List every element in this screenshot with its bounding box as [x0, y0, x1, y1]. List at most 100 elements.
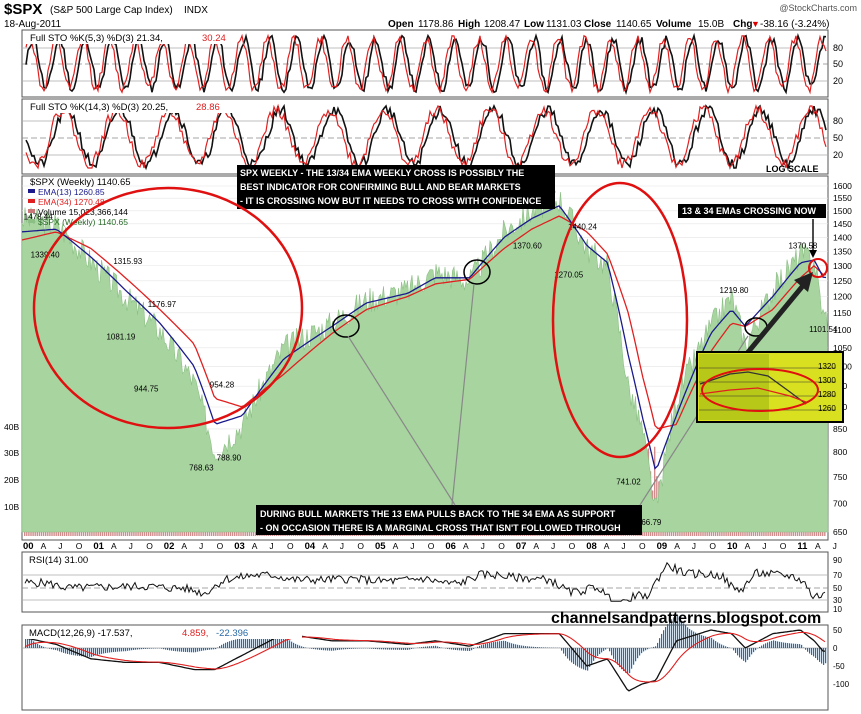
x-tick-33: A — [604, 541, 610, 551]
x-tick-0: 00 — [23, 541, 34, 552]
rsi-line — [24, 561, 826, 602]
price-label-1478.44: 1478.44 — [24, 212, 53, 221]
x-tick-42: J — [762, 541, 766, 551]
x-tick-21: A — [393, 541, 399, 551]
circle-2008-bear — [551, 181, 689, 459]
open-label: Open — [388, 19, 414, 30]
volume-tick-30B: 30B — [4, 448, 19, 458]
bottom-note-box — [256, 505, 642, 535]
sto2-panel: Full STO %K(14,3) %D(3) 20.25, 28.86 80 … — [21, 98, 843, 175]
macd-tick-50: 50 — [833, 626, 842, 635]
legend-spx-swatch — [28, 219, 35, 223]
inset-ema34 — [699, 387, 807, 403]
price-label-788.90: 788.90 — [217, 454, 242, 463]
bottom-note-line-1: DURING BULL MARKETS THE 13 EMA PULLS BAC… — [260, 509, 616, 519]
x-tick-38: J — [692, 541, 696, 551]
rsi-label: RSI(14) 31.00 — [29, 555, 88, 566]
x-tick-43: O — [780, 541, 787, 551]
sto2-d-line — [25, 103, 827, 170]
x-tick-23: O — [428, 541, 435, 551]
price-tick-1550: 1550 — [833, 193, 852, 203]
high-value: 1208.47 — [484, 19, 521, 30]
price-tick-1350: 1350 — [833, 246, 852, 256]
x-tick-36: 09 — [657, 541, 668, 552]
sto1-tick-20: 20 — [833, 76, 843, 86]
price-label-1176.97: 1176.97 — [148, 300, 177, 309]
x-tick-37: A — [674, 541, 680, 551]
chg-value: -38.16 (-3.24%) — [760, 19, 829, 30]
crossing-note-box — [678, 204, 826, 218]
x-tick-10: J — [199, 541, 203, 551]
price-label-1370.60: 1370.60 — [513, 241, 542, 250]
chg-arrow-icon: ▼ — [751, 19, 760, 29]
macd-label: MACD(12,26,9) -17.537, — [29, 628, 133, 639]
top-note-line-3: - IT IS CROSSING NOW BUT IT NEEDS TO CRO… — [240, 196, 541, 206]
close-value: 1140.65 — [616, 19, 652, 30]
x-axis: 00 A J O 01 A J O 02 A J O 03 A J O 04 A J O 05 A J O 06 A J O 07 A J O… — [23, 541, 837, 552]
legend-ema13-swatch — [28, 189, 35, 193]
x-tick-16: 04 — [305, 541, 316, 552]
inset-zoom: 1320 1300 1280 1260 — [696, 351, 844, 423]
price-tick-1250: 1250 — [833, 276, 852, 286]
legend-title: $SPX (Weekly) 1140.65 — [30, 177, 131, 188]
legend-spx: $SPX (Weekly) 1140.65 — [38, 217, 128, 227]
circle-2000-2003-bear — [32, 186, 304, 430]
chart-header: $SPX (S&P 500 Large Cap Index) INDX 18-A… — [4, 1, 857, 30]
price-tick-750: 750 — [833, 472, 847, 482]
price-tick-850: 850 — [833, 424, 847, 434]
x-tick-30: J — [551, 541, 555, 551]
x-tick-35: O — [639, 541, 646, 551]
price-tick-1200: 1200 — [833, 292, 852, 302]
price-legend: $SPX (Weekly) 1140.65 EMA(13) 1260.85 EM… — [28, 177, 131, 227]
inset-circle — [701, 368, 819, 412]
x-tick-3: O — [76, 541, 83, 551]
price-label-944.75: 944.75 — [134, 384, 159, 393]
volume-tick-20B: 20B — [4, 475, 19, 485]
x-tick-13: A — [252, 541, 258, 551]
top-note-line-2: BEST INDICATOR FOR CONFIRMING BULL AND B… — [240, 182, 521, 192]
x-tick-18: J — [340, 541, 344, 551]
price-area — [21, 190, 829, 533]
x-tick-41: A — [745, 541, 751, 551]
black-annotation-circles — [332, 259, 768, 338]
price-label-1339.40: 1339.40 — [31, 250, 60, 259]
x-tick-40: 10 — [727, 541, 738, 552]
x-tick-12: 03 — [234, 541, 245, 552]
exchange: INDX — [184, 5, 208, 16]
rsi-tick-10: 10 — [833, 605, 842, 614]
annotation-notes: SPX WEEKLY - THE 13/34 EMA WEEKLY CROSS … — [237, 165, 826, 535]
x-tick-2: J — [58, 541, 62, 551]
x-tick-7: O — [146, 541, 153, 551]
bottom-note-line-2: - ON OCCASION THERE IS A MARGINAL CROSS … — [260, 523, 621, 533]
price-label-1219.80: 1219.80 — [720, 286, 749, 295]
price-label-741.02: 741.02 — [616, 478, 641, 487]
x-tick-25: A — [463, 541, 469, 551]
price-tick-1450: 1450 — [833, 219, 852, 229]
macd-tick-minus100: -100 — [833, 680, 850, 689]
circle-current-cross — [808, 258, 828, 278]
inset-tick-1280: 1280 — [818, 390, 836, 399]
site-watermark: channelsandpatterns.blogspot.com — [551, 610, 821, 627]
price-tick-1150: 1150 — [833, 308, 852, 318]
price-tick-1500: 1500 — [833, 206, 852, 216]
sto2-value: 28.86 — [196, 102, 220, 113]
sto1-tick-80: 80 — [833, 43, 843, 53]
x-tick-39: O — [709, 541, 716, 551]
x-tick-14: J — [269, 541, 273, 551]
x-tick-24: 06 — [445, 541, 456, 552]
inset-ema13 — [699, 371, 807, 405]
sto1-d-line — [25, 33, 827, 95]
chg-label: Chg — [733, 19, 752, 30]
rsi-tick-50: 50 — [833, 584, 842, 593]
legend-ema34-swatch — [28, 199, 35, 203]
macd-panel: MACD(12,26,9) -17.537, 4.859, -22.396 ch… — [21, 610, 850, 711]
red-annotation-circles — [32, 181, 828, 459]
x-tick-29: A — [533, 541, 539, 551]
volume-value: 15.0B — [698, 19, 724, 30]
x-tick-5: A — [111, 541, 117, 551]
price-panel: 1600 1550 1500 1450 1400 1350 1300 1250 1200 1150… — [4, 165, 852, 541]
ema13-line — [21, 205, 827, 470]
price-tick-800: 800 — [833, 447, 847, 457]
x-tick-32: 08 — [586, 541, 597, 552]
